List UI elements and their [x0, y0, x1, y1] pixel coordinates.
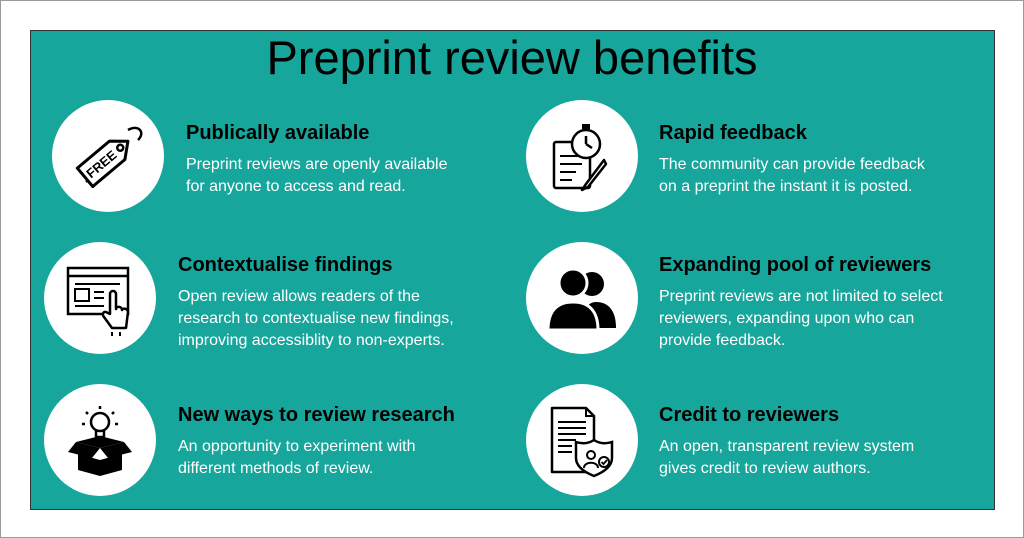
free-tag-icon: FREE [75, 126, 143, 188]
item-desc-rapid-feedback: The community can provide feedback on a … [659, 156, 925, 195]
users-icon [546, 267, 616, 332]
item-desc-new-ways: An opportunity to experiment with differ… [178, 438, 416, 477]
item-desc-expanding-pool: Preprint reviews are not limited to sele… [659, 288, 943, 349]
stopwatch-document-icon-circle [526, 100, 638, 212]
document-shield-icon [550, 406, 614, 478]
item-title-publically-available: Publically available [186, 122, 370, 144]
item-title-rapid-feedback: Rapid feedback [659, 122, 807, 144]
idea-box-icon-circle [44, 384, 156, 496]
document-shield-icon-circle [526, 384, 638, 496]
infographic-panel [30, 30, 995, 510]
item-title-new-ways: New ways to review research [178, 404, 455, 426]
web-page-click-icon [66, 266, 130, 336]
item-title-expanding-pool: Expanding pool of reviewers [659, 254, 932, 276]
free-tag-icon-circle: FREE [52, 100, 164, 212]
idea-box-icon [68, 406, 132, 476]
users-icon-circle [526, 242, 638, 354]
free-tag-text: FREE [83, 147, 119, 181]
item-title-credit: Credit to reviewers [659, 404, 840, 426]
item-desc-publically-available: Preprint reviews are openly available fo… [186, 156, 448, 195]
stopwatch-document-icon [552, 124, 608, 192]
item-title-contextualise-findings: Contextualise findings [178, 254, 393, 276]
web-page-click-icon-circle [44, 242, 156, 354]
item-desc-credit: An open, transparent review system gives… [659, 438, 915, 477]
page-title: Preprint review benefits [266, 31, 758, 84]
item-desc-contextualise-findings: Open review allows readers of the resear… [178, 288, 454, 349]
